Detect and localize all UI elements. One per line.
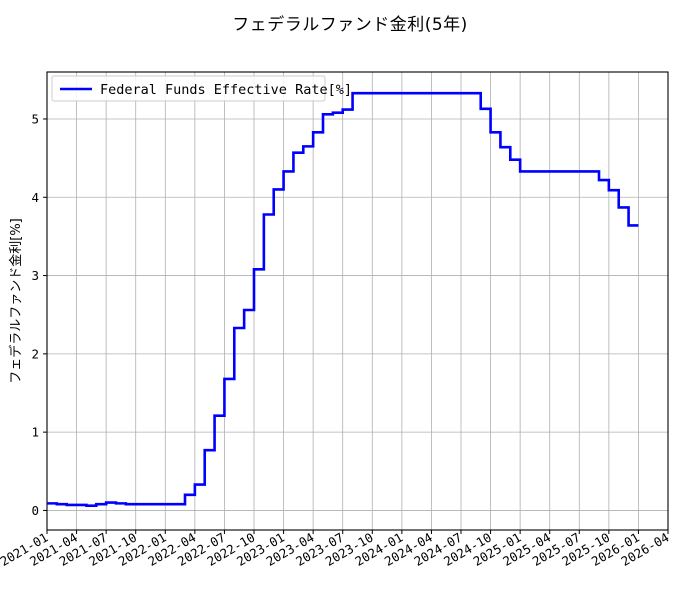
y-tick-label: 1 (31, 425, 39, 440)
data-line-federal-funds-effective-rate (47, 91, 639, 508)
y-tick-label: 2 (31, 346, 39, 361)
svg-text:フェデラルファンド金利[%]: フェデラルファンド金利[%] (8, 218, 24, 384)
y-tick-label: 0 (31, 503, 39, 518)
chart-title: フェデラルファンド金利(5年) (232, 15, 468, 35)
y-tick-label: 4 (31, 190, 39, 205)
y-tick-label: 5 (31, 111, 39, 126)
legend-box (51, 75, 326, 102)
legend-label: Federal Funds Effective Rate[%] (100, 82, 352, 98)
y-axis-ticks: 0 1 2 3 4 5 (31, 111, 47, 518)
y-tick-label: 3 (31, 268, 39, 283)
gridlines (46, 72, 669, 530)
chart-legend[interactable]: Federal Funds Effective Rate[%] (51, 75, 352, 102)
x-axis-ticks: 2021-012021-042021-072021-102022-012022-… (0, 530, 672, 569)
plot-frame (46, 71, 669, 531)
y-axis-label: フェデラルファンド金利[%] (8, 218, 24, 384)
data-series-group (47, 91, 639, 508)
